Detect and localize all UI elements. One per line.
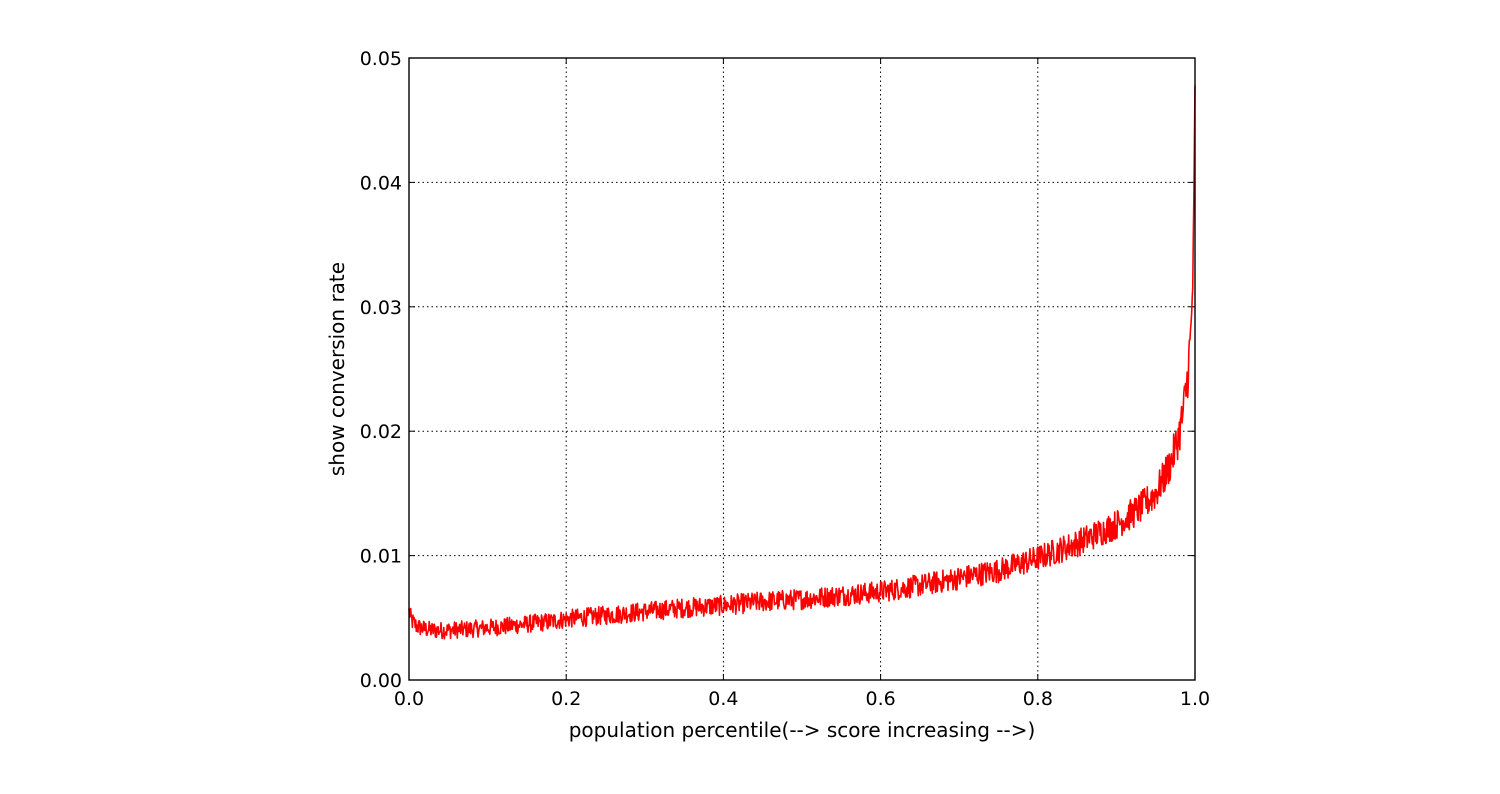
y-tick-label: 0.04 [360, 172, 402, 194]
series-layer [408, 85, 1196, 640]
x-tick-label: 1.0 [1180, 688, 1210, 710]
y-axis-label: show conversion rate [325, 262, 349, 476]
x-tick-label: 0.2 [551, 688, 581, 710]
x-tick-label: 0.0 [394, 688, 424, 710]
y-tick-label: 0.01 [360, 546, 402, 568]
series-line [408, 85, 1196, 640]
tick-labels: 0.0 0.2 0.4 0.6 0.8 1.0 0.00 0.01 0.02 0.03 0.04 0.… [360, 48, 1210, 710]
x-tick-label: 0.4 [708, 688, 738, 710]
x-tick-label: 0.6 [865, 688, 895, 710]
y-tick-label: 0.02 [360, 421, 402, 443]
y-tick-label: 0.05 [360, 48, 402, 70]
plot-frame [408, 57, 1196, 681]
y-tick-label: 0.00 [360, 670, 402, 692]
x-tick-label: 0.8 [1023, 688, 1053, 710]
y-tick-label: 0.03 [360, 297, 402, 319]
x-axis-label: population percentile(--> score increasi… [569, 718, 1036, 742]
grid [409, 58, 1195, 680]
